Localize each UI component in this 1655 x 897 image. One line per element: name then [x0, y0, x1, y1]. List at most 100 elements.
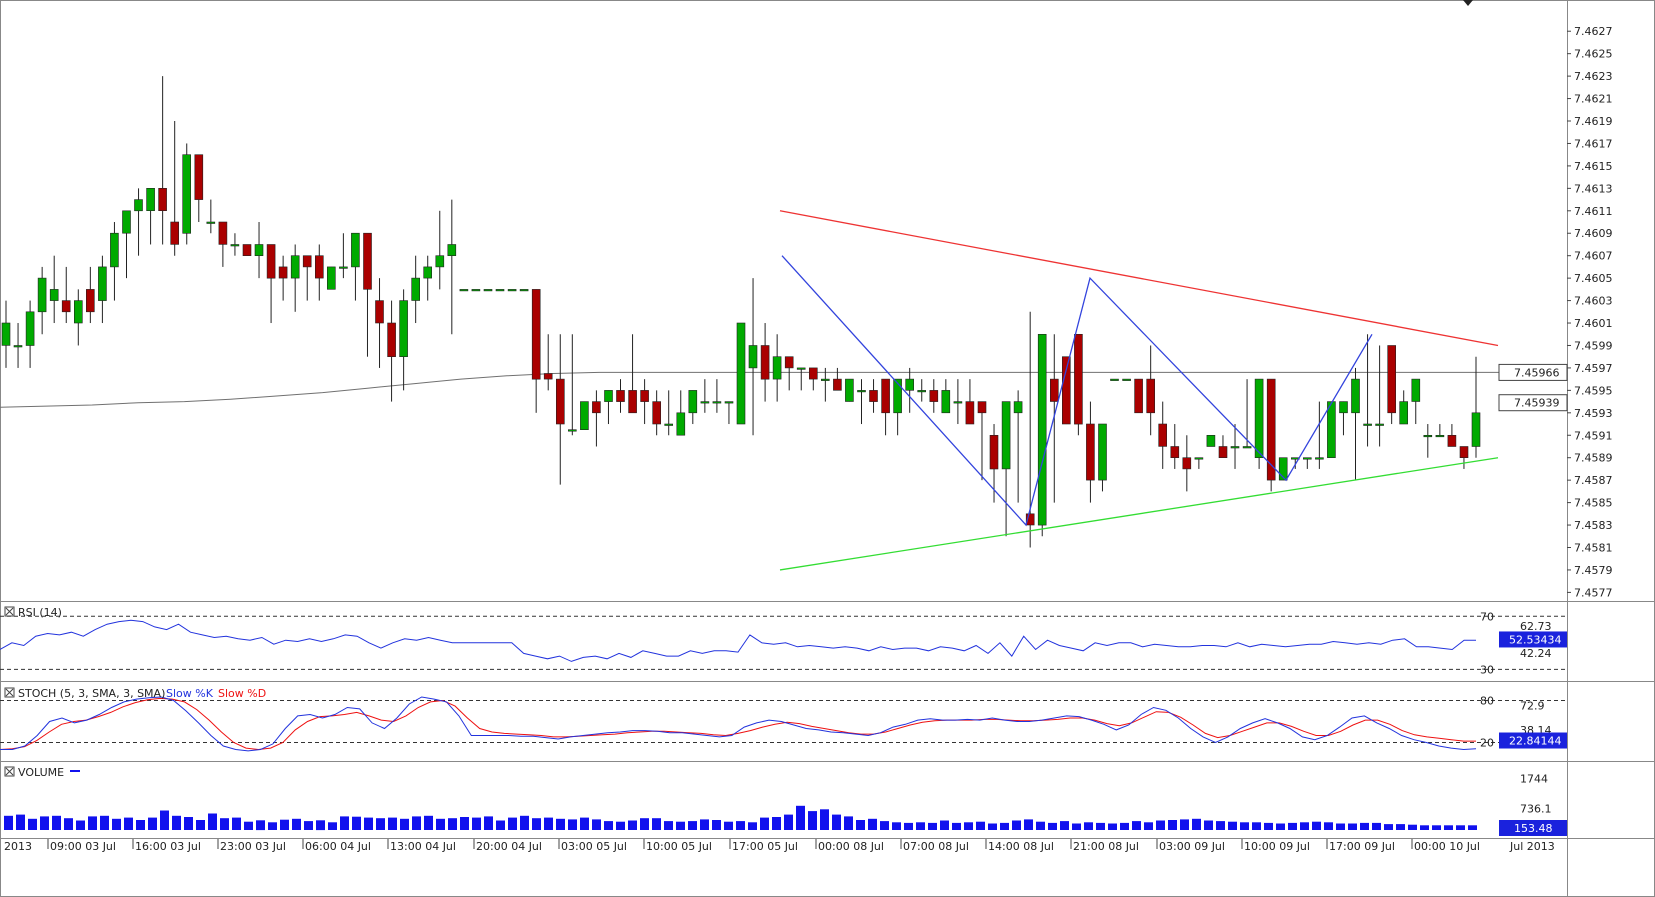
- volume-bar: [136, 820, 145, 830]
- candle: [387, 300, 396, 402]
- candle: [1315, 401, 1324, 469]
- volume-bar: [520, 815, 529, 830]
- candle-body: [640, 390, 649, 402]
- resistance-trendline: [779, 210, 1499, 347]
- volume-bar: [172, 815, 181, 830]
- candle-body: [519, 289, 529, 292]
- candle-body: [483, 289, 493, 292]
- candle-body: [1194, 457, 1204, 460]
- price-axis-label: 7.4627: [1574, 25, 1613, 38]
- candle-body: [820, 378, 830, 381]
- stoch-d-label: Slow %D: [218, 687, 266, 700]
- candle-body: [1037, 333, 1047, 526]
- candle: [1158, 401, 1167, 469]
- candle-body: [1013, 401, 1023, 414]
- candle-body: [712, 401, 722, 404]
- candle-body: [339, 266, 348, 269]
- candle-body: [1170, 446, 1180, 458]
- candle-body: [74, 300, 83, 324]
- stoch-title: STOCH (5, 3, SMA, 3, SMA): [18, 687, 165, 700]
- candle-body: [351, 232, 360, 268]
- volume-bar: [232, 817, 241, 830]
- candle: [110, 222, 119, 301]
- volume-bar: [280, 819, 289, 830]
- price-axis-label: 7.4583: [1574, 519, 1613, 532]
- candle-body: [278, 266, 288, 279]
- volume-title: VOLUME: [18, 766, 64, 779]
- candle-body: [1254, 378, 1264, 459]
- price-axis-label: 7.4621: [1574, 93, 1613, 106]
- price-axis-label: 7.4603: [1574, 295, 1613, 308]
- candle: [748, 278, 758, 436]
- candle: [495, 289, 505, 292]
- candle: [784, 356, 794, 391]
- candle-body: [1025, 513, 1035, 526]
- volume-bar: [640, 818, 649, 830]
- candle-body: [1351, 378, 1360, 414]
- candle: [857, 379, 866, 425]
- candle-body: [772, 356, 782, 380]
- volume-bar: [1444, 825, 1453, 830]
- candle-body: [1146, 378, 1155, 414]
- candle-body: [592, 401, 601, 414]
- candle-body: [218, 221, 228, 245]
- candle-body: [387, 322, 396, 358]
- candle-body: [989, 434, 999, 470]
- volume-bar: [784, 814, 793, 830]
- candle-body: [1435, 434, 1445, 438]
- scroll-indicator-icon[interactable]: [1463, 0, 1473, 6]
- price-axis-label: 7.4625: [1574, 48, 1613, 61]
- candle: [772, 334, 782, 402]
- candle-body: [808, 367, 818, 380]
- candle-body: [1050, 378, 1059, 402]
- candle-body: [1387, 345, 1396, 414]
- time-axis-label: 09:00 03 Jul: [50, 840, 116, 853]
- candle-body: [1086, 423, 1095, 481]
- candle-body: [290, 255, 300, 279]
- candle-body: [158, 188, 167, 212]
- candle-body: [1266, 378, 1276, 481]
- candle: [339, 233, 348, 279]
- candle: [965, 379, 975, 425]
- volume-bar: [1348, 823, 1357, 830]
- volume-bar: [1384, 824, 1393, 830]
- volume-bar: [316, 820, 325, 831]
- candle-body: [857, 390, 866, 393]
- price-axis-label: 7.4597: [1574, 362, 1613, 375]
- time-axis-label: 20:00 04 Jul: [476, 840, 542, 853]
- candle: [399, 289, 408, 391]
- candle: [86, 266, 95, 324]
- volume-bar: [376, 818, 385, 830]
- candle-body: [1471, 412, 1481, 447]
- candle-body: [881, 378, 890, 414]
- candle: [1435, 424, 1445, 438]
- candle-body: [688, 390, 698, 414]
- candle: [411, 255, 421, 324]
- candle-body: [977, 401, 987, 414]
- volume-close-icon-cross: [5, 767, 14, 776]
- volume-bar: [532, 818, 541, 830]
- candle: [1351, 367, 1360, 481]
- volume-bar: [580, 817, 589, 830]
- candle-body: [941, 390, 951, 414]
- candle-body: [399, 300, 408, 358]
- candle: [917, 379, 927, 402]
- price-panel: [0, 76, 1567, 571]
- volume-bar: [592, 819, 601, 830]
- candle: [1218, 435, 1228, 458]
- volume-title-group: VOLUME: [4, 766, 80, 779]
- time-axis-label: 16:00 03 Jul: [135, 840, 201, 853]
- volume-bar: [1228, 821, 1237, 830]
- candle: [1146, 345, 1155, 436]
- volume-bar: [28, 818, 37, 830]
- last-price-box: [1498, 394, 1568, 412]
- rsi-value-label: 52.53434: [1509, 633, 1562, 646]
- candle: [688, 390, 698, 425]
- price-axis-label: 7.4605: [1574, 272, 1613, 285]
- volume-bar: [1024, 819, 1033, 830]
- volume-bar: [1408, 824, 1417, 830]
- rsi-close-icon-cross: [5, 607, 14, 616]
- volume-bar: [1120, 822, 1129, 830]
- volume-bar: [88, 816, 97, 830]
